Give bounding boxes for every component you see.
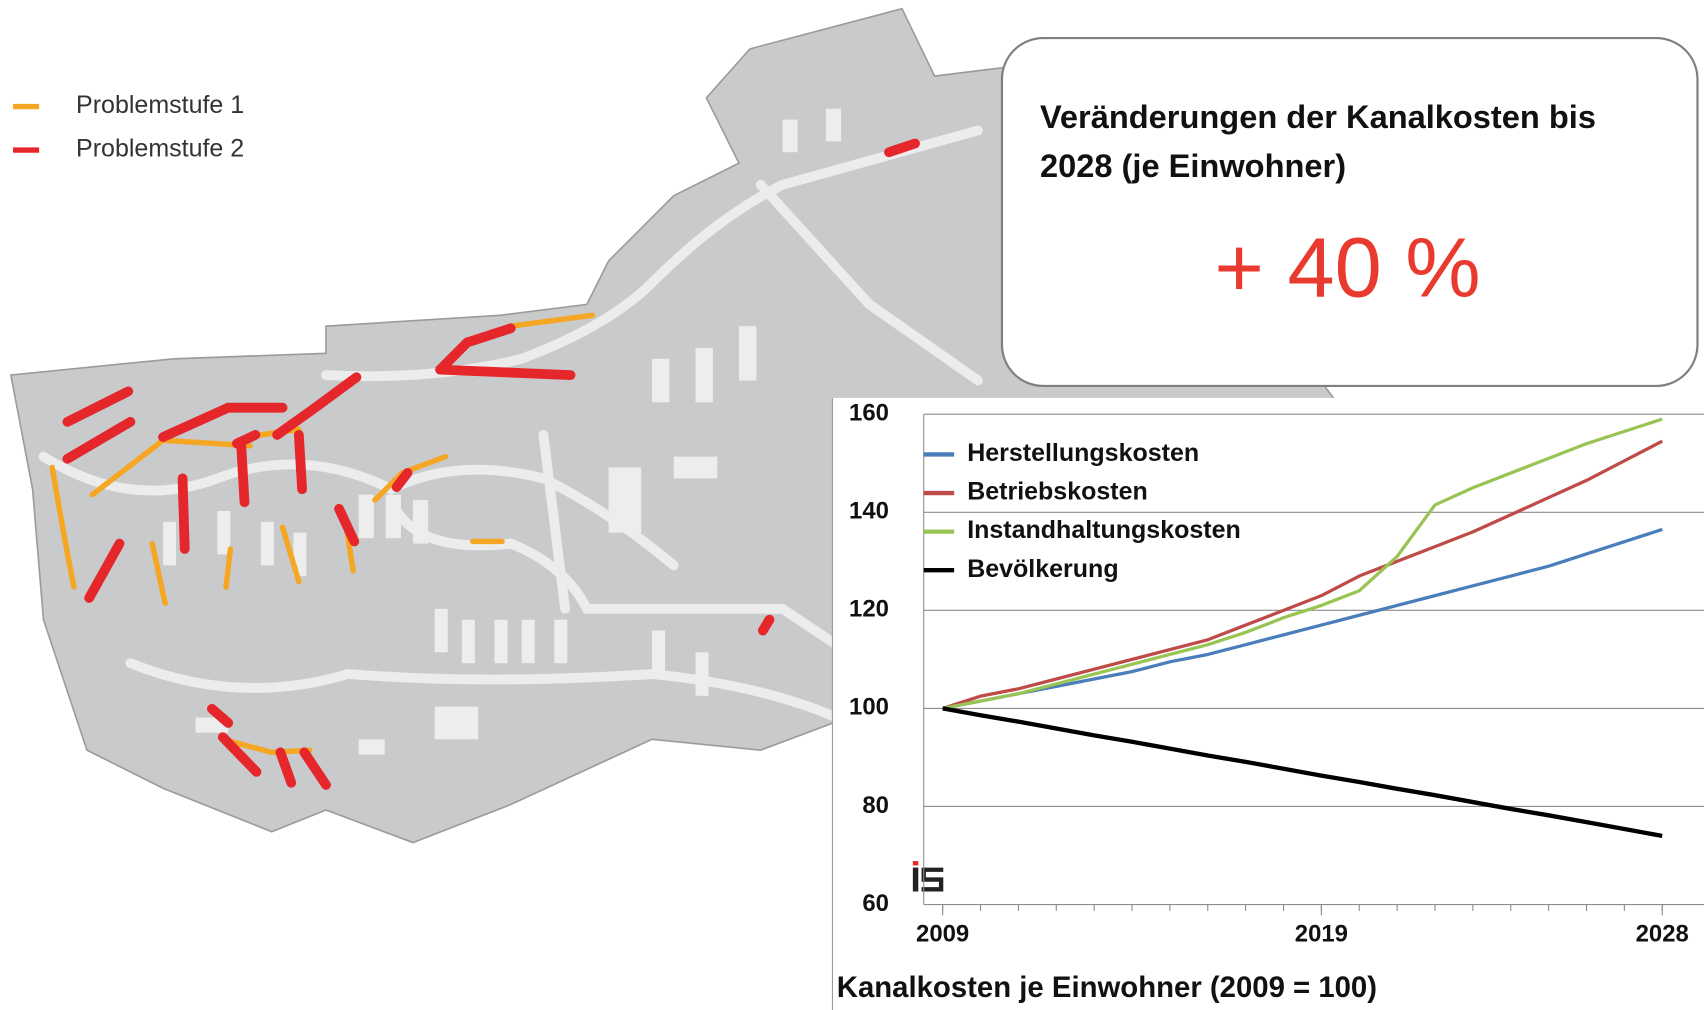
callout-box	[1000, 36, 1699, 388]
legend-label: Problemstufe 1	[76, 91, 244, 119]
y-tick-label: 100	[849, 694, 889, 721]
x-tick-label: 2009	[916, 920, 969, 947]
series-line	[942, 417, 1663, 711]
callout-value: + 40 %	[1214, 219, 1480, 314]
chart-background	[832, 397, 1704, 1010]
legend-label: Instandhaltungskosten	[967, 516, 1241, 544]
buildings	[163, 108, 842, 755]
problem-level-2	[62, 138, 920, 790]
legend-label: Problemstufe 2	[76, 135, 244, 163]
series-line	[942, 706, 1663, 839]
x-tick-label: 2019	[1295, 920, 1348, 947]
logo	[912, 861, 944, 892]
x-axis-label: Kanalkosten je Einwohner (2009 = 100)	[837, 971, 1377, 1004]
legend-label: Herstellungskosten	[967, 439, 1199, 467]
y-tick-label: 60	[862, 890, 889, 917]
series-line	[942, 527, 1663, 711]
y-tick-label: 140	[849, 498, 889, 525]
callout: Veränderungen der Kanalkosten bis 2028 (…	[1000, 36, 1699, 388]
x-tick-label: 2028	[1636, 920, 1689, 947]
legend-label: Bevölkerung	[967, 555, 1118, 583]
line-chart: Kanalkosten je Einwohner (2009 = 100) 60…	[831, 397, 1704, 1010]
y-tick-label: 120	[849, 596, 889, 623]
legend-label: Betriebskosten	[967, 478, 1148, 506]
roads	[38, 125, 983, 723]
map-legend: Problemstufe 1 Problemstufe 2	[13, 91, 244, 163]
y-tick-label: 160	[849, 400, 889, 427]
callout-title: 2028 (je Einwohner)	[1040, 147, 1346, 184]
callout-title: Veränderungen der Kanalkosten bis	[1040, 98, 1596, 135]
series-line	[942, 439, 1663, 710]
y-tick-label: 80	[862, 792, 889, 819]
